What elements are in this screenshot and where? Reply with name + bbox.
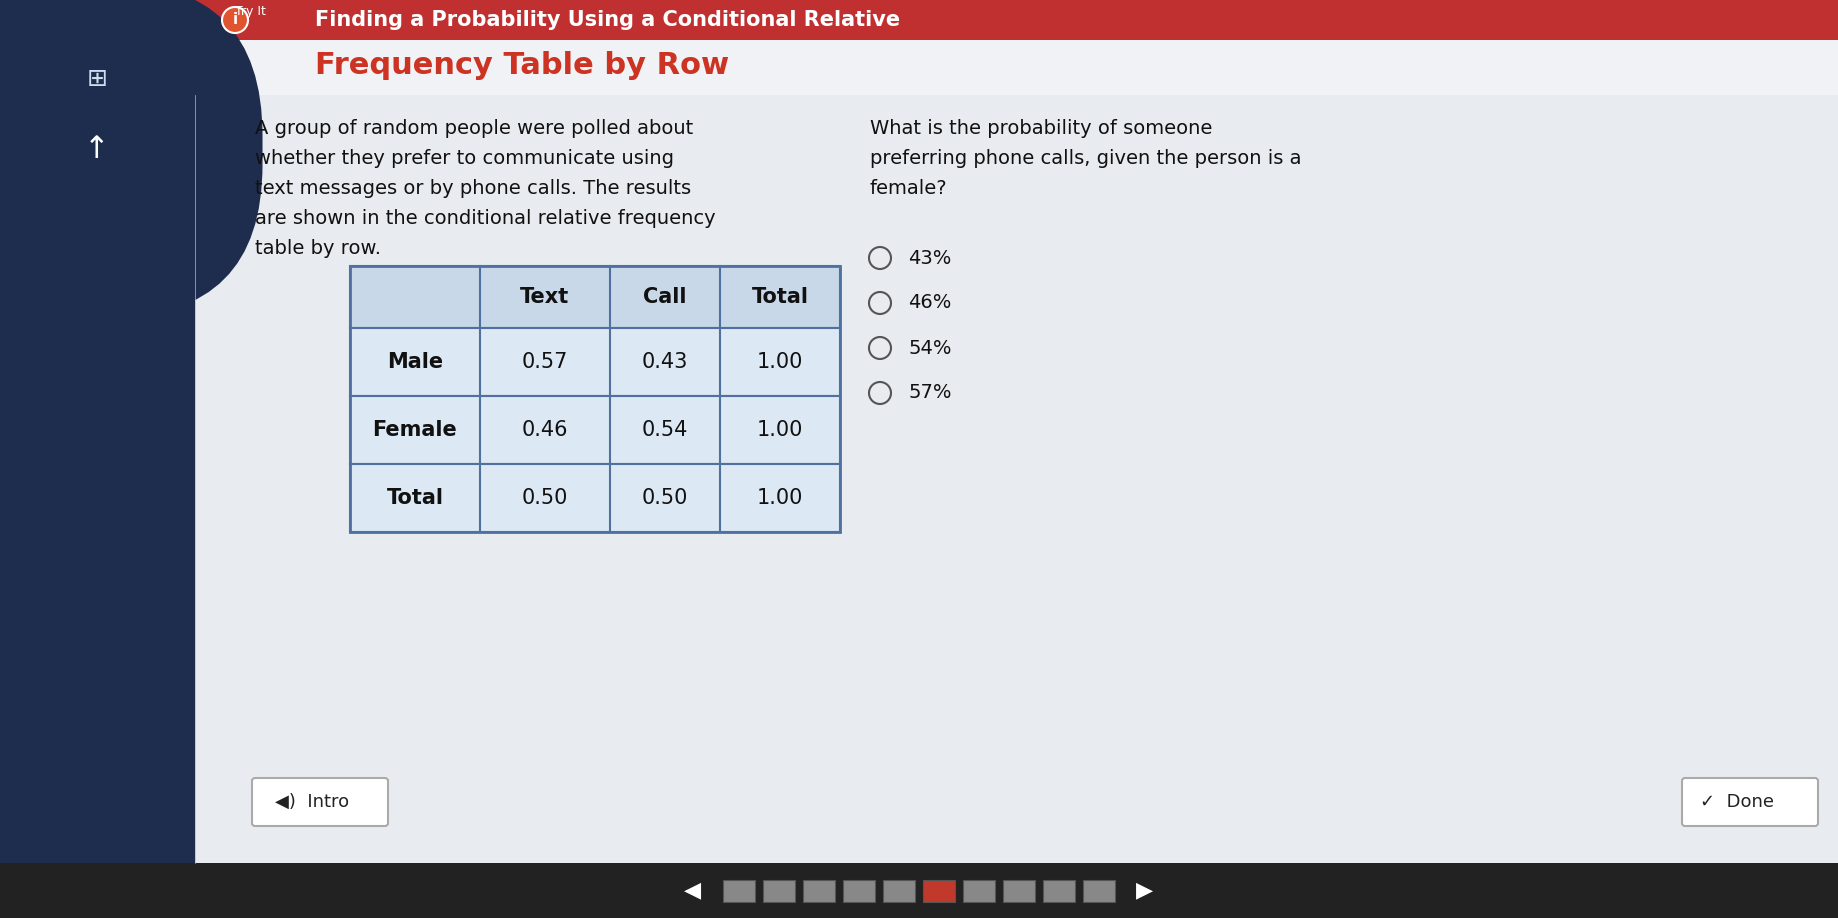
Bar	[349, 464, 840, 532]
Text: female?: female?	[869, 178, 948, 197]
Text: 54%: 54%	[908, 339, 952, 357]
Bar	[923, 879, 956, 901]
Text: Frequency Table by Row: Frequency Table by Row	[314, 51, 730, 80]
FancyBboxPatch shape	[1682, 778, 1818, 826]
Text: Call: Call	[643, 287, 687, 307]
Bar	[803, 879, 834, 901]
Text: Total: Total	[386, 488, 443, 508]
Text: A group of random people were polled about: A group of random people were polled abo…	[255, 118, 693, 138]
Text: ✓  Done: ✓ Done	[1700, 793, 1774, 811]
Text: 0.43: 0.43	[641, 352, 687, 372]
Text: ▶: ▶	[1136, 880, 1154, 901]
Bar	[0, 0, 1838, 40]
Text: Text: Text	[520, 287, 570, 307]
Bar	[1083, 879, 1116, 901]
FancyBboxPatch shape	[252, 778, 388, 826]
Text: ◀: ◀	[684, 880, 702, 901]
Bar	[349, 396, 840, 464]
Bar	[963, 879, 994, 901]
Text: preferring phone calls, given the person is a: preferring phone calls, given the person…	[869, 149, 1301, 167]
Text: 0.54: 0.54	[641, 420, 687, 440]
Text: What is the probability of someone: What is the probability of someone	[869, 118, 1213, 138]
Bar	[1042, 879, 1075, 901]
Text: ◀)  Intro: ◀) Intro	[276, 793, 349, 811]
Bar	[349, 266, 840, 328]
Text: 0.50: 0.50	[522, 488, 568, 508]
Circle shape	[869, 337, 891, 359]
Text: Total: Total	[752, 287, 809, 307]
Circle shape	[869, 292, 891, 314]
Text: 57%: 57%	[908, 384, 952, 402]
Bar	[1004, 879, 1035, 901]
Text: ⊞: ⊞	[86, 67, 107, 91]
Bar	[349, 266, 840, 532]
Circle shape	[869, 247, 891, 269]
Text: table by row.: table by row.	[255, 239, 380, 258]
Text: 1.00: 1.00	[757, 352, 803, 372]
Bar	[349, 328, 840, 396]
Text: whether they prefer to communicate using: whether they prefer to communicate using	[255, 149, 675, 167]
Text: 0.46: 0.46	[522, 420, 568, 440]
FancyBboxPatch shape	[64, 55, 130, 103]
Text: Female: Female	[373, 420, 458, 440]
Text: ↑: ↑	[85, 136, 110, 164]
Bar	[763, 879, 796, 901]
Bar	[195, 40, 1838, 95]
Text: 43%: 43%	[908, 249, 952, 267]
Text: Finding a Probability Using a Conditional Relative: Finding a Probability Using a Conditiona…	[314, 10, 901, 30]
Text: 0.57: 0.57	[522, 352, 568, 372]
Text: 1.00: 1.00	[757, 488, 803, 508]
Bar	[195, 95, 1838, 863]
Bar	[882, 879, 915, 901]
Text: text messages or by phone calls. The results: text messages or by phone calls. The res…	[255, 178, 691, 197]
Text: i: i	[232, 13, 237, 28]
Text: 0.50: 0.50	[641, 488, 687, 508]
Text: Male: Male	[388, 352, 443, 372]
Bar	[0, 863, 1838, 918]
Text: are shown in the conditional relative frequency: are shown in the conditional relative fr…	[255, 208, 715, 228]
Bar	[722, 879, 755, 901]
Circle shape	[222, 7, 248, 33]
Bar	[0, 0, 195, 918]
Bar	[844, 879, 875, 901]
Text: Try It: Try It	[235, 6, 265, 18]
Circle shape	[869, 382, 891, 404]
Text: 46%: 46%	[908, 294, 952, 312]
Text: 1.00: 1.00	[757, 420, 803, 440]
